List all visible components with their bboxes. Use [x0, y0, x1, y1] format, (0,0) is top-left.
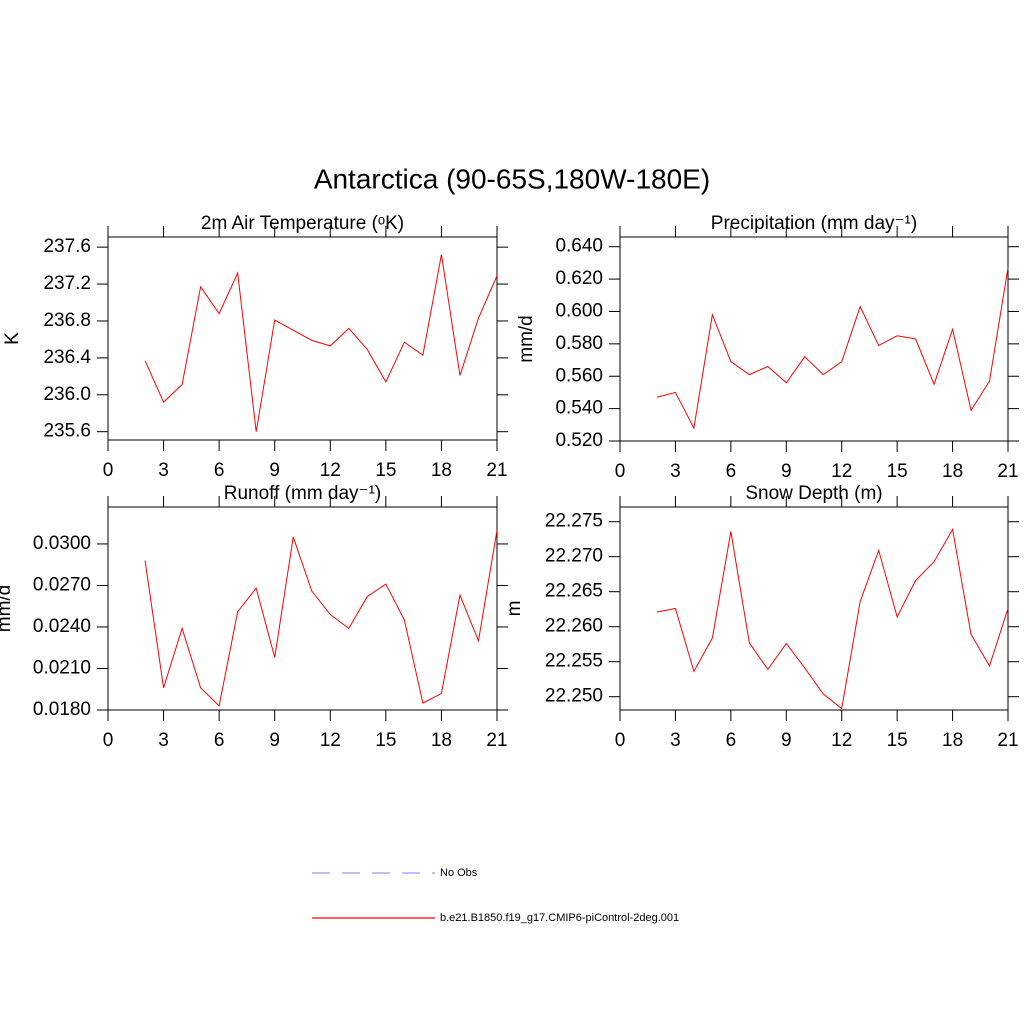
x-tick-label: 0: [103, 460, 114, 481]
y-tick-label: 0.620: [555, 268, 603, 289]
x-tick-label: 9: [781, 730, 792, 751]
y-tick-label: 0.0210: [33, 658, 91, 679]
y-tick-label: 235.6: [43, 421, 91, 442]
y-tick-label: 0.540: [555, 398, 603, 419]
y-tick-label: 0.600: [555, 300, 603, 321]
x-tick-label: 6: [214, 730, 225, 751]
y-tick-label: 22.255: [545, 651, 603, 672]
x-tick-label: 21: [486, 460, 507, 481]
y-tick-label: 236.8: [43, 310, 91, 331]
x-tick-label: 12: [320, 730, 341, 751]
x-tick-label: 15: [887, 461, 908, 482]
x-tick-label: 9: [269, 460, 280, 481]
y-tick-label: 0.0240: [33, 616, 91, 637]
x-tick-label: 0: [615, 461, 626, 482]
panel: Precipitation (mm day⁻¹) mm/d 0.520 0.540 0.…: [516, 213, 1019, 482]
y-tick-label: 236.4: [43, 347, 91, 368]
x-tick-label: 6: [726, 461, 737, 482]
x-tick-label: 18: [431, 460, 452, 481]
x-tick-label: 15: [887, 730, 908, 751]
x-tick-label: 3: [670, 730, 681, 751]
y-tick-label: 22.260: [545, 616, 603, 637]
x-tick-label: 18: [431, 730, 452, 751]
y-tick-label: 236.0: [43, 384, 91, 405]
panel: Snow Depth (m) m 22.250 22.255 22.260 22.265 2…: [504, 483, 1019, 751]
data-line: [656, 527, 1009, 710]
legend-label: No Obs: [440, 867, 478, 879]
y-axis-label: mm/d: [516, 315, 537, 363]
legend-label: b.e21.B1850.f19_g17.CMIP6-piControl-2deg…: [440, 912, 679, 924]
y-tick-label: 0.0270: [33, 574, 91, 595]
x-tick-label: 6: [214, 460, 225, 481]
panel-title: Snow Depth (m): [745, 483, 882, 504]
panel-title: 2m Air Temperature (ᵒK): [201, 213, 404, 234]
y-tick-label: 22.265: [545, 581, 603, 602]
x-tick-label: 18: [942, 461, 963, 482]
plot-frame: [107, 236, 498, 441]
y-tick-label: 0.0180: [33, 699, 91, 720]
x-tick-label: 9: [269, 730, 280, 751]
plot-frame: [619, 236, 1009, 442]
y-tick-label: 22.275: [545, 511, 603, 532]
panel: Runoff (mm day⁻¹) mm/d 0.0180 0.0210 0.0240 0…: [0, 483, 508, 751]
x-tick-label: 15: [375, 460, 396, 481]
x-tick-label: 3: [158, 460, 169, 481]
x-tick-label: 21: [486, 730, 507, 751]
y-tick-label: 0.560: [555, 365, 603, 386]
x-tick-label: 12: [320, 460, 341, 481]
x-tick-label: 18: [942, 730, 963, 751]
x-tick-label: 3: [158, 730, 169, 751]
x-tick-label: 12: [831, 461, 852, 482]
panel-title: Precipitation (mm day⁻¹): [711, 213, 917, 234]
y-tick-label: 22.250: [545, 686, 603, 707]
plot-frame: [107, 506, 498, 711]
plot-frame: [619, 506, 1009, 711]
x-tick-label: 21: [997, 461, 1018, 482]
data-line: [144, 530, 498, 707]
x-tick-label: 0: [103, 730, 114, 751]
panel-title: Runoff (mm day⁻¹): [224, 483, 382, 504]
x-tick-label: 9: [781, 461, 792, 482]
y-axis-label: mm/d: [0, 585, 15, 633]
data-line: [144, 254, 498, 432]
y-axis-label: m: [504, 601, 525, 617]
x-tick-label: 21: [997, 730, 1018, 751]
y-tick-label: 0.640: [555, 236, 603, 257]
y-tick-label: 0.580: [555, 333, 603, 354]
x-tick-label: 15: [375, 730, 396, 751]
y-tick-label: 237.6: [43, 236, 91, 257]
y-tick-label: 237.2: [43, 273, 91, 294]
y-tick-label: 0.0300: [33, 533, 91, 554]
y-tick-label: 0.520: [555, 430, 603, 451]
x-tick-label: 0: [615, 730, 626, 751]
x-tick-label: 6: [726, 730, 737, 751]
figure-title: Antarctica (90-65S,180W-180E): [314, 163, 710, 194]
x-tick-label: 3: [670, 461, 681, 482]
y-axis-label: K: [2, 332, 23, 345]
data-line: [656, 267, 1009, 430]
panel: 2m Air Temperature (ᵒK) K 235.6 236.0 236.4 2…: [2, 213, 508, 481]
x-tick-label: 12: [831, 730, 852, 751]
y-tick-label: 22.270: [545, 546, 603, 567]
